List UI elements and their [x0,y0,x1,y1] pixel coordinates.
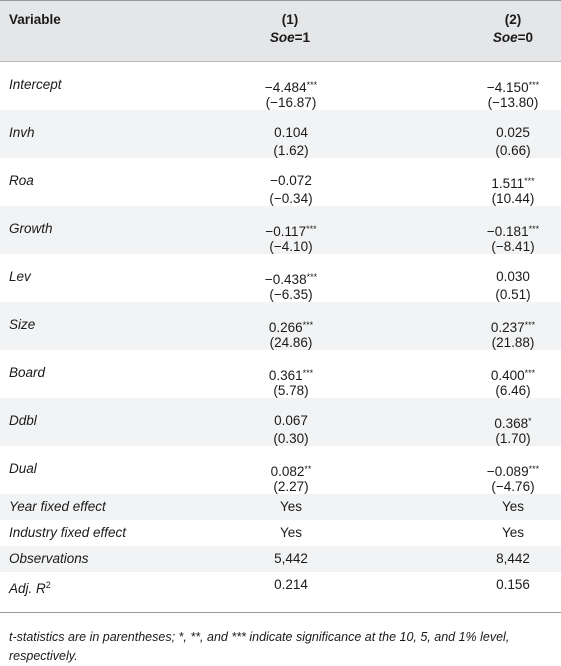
t-statistic-c2: (21.88) [491,335,535,350]
coefficient-c1: −0.438*** [264,272,318,287]
t-statistic-c2: (6.46) [495,383,531,398]
header-variable: Variable [9,12,61,27]
bottom-rule [0,612,561,613]
coefficient-c2: 1.511*** [491,176,535,191]
table-row: Intercept −4.484*** (−16.87) −4.150*** (−13.… [0,62,561,110]
header-column-1-eq: =1 [294,30,311,45]
header-column-2-number: (2) [504,12,522,27]
value-c1: 0.214 [274,577,308,592]
table-row: Year fixed effect Yes Yes [0,494,561,520]
coefficient-c1: 0.104 [274,125,308,140]
value-c1: Yes [279,525,303,540]
value-c2: Yes [501,499,525,514]
row-label: Year fixed effect [9,499,106,514]
t-statistic-c2: (10.44) [491,191,535,206]
row-label: Growth [9,221,53,236]
row-label: Dual [9,461,37,476]
value-c1: Yes [279,499,303,514]
header-column-2-condition: Soe=0 [467,29,559,47]
t-statistic-c2: (0.66) [495,143,531,158]
significance-stars: *** [306,80,318,90]
t-statistic-c1: (−16.87) [265,95,317,110]
t-statistic-c1: (0.30) [273,431,309,446]
table-row: Board 0.361*** (5.78) 0.400*** (6.46) [0,350,561,398]
row-label: Industry fixed effect [9,525,127,540]
table-row: Dual 0.082** (2.27) −0.089*** (−4.76) [0,446,561,494]
significance-stars: *** [524,368,536,378]
table-row: Ddbl 0.067 (0.30) 0.368* (1.70) [0,398,561,446]
significance-stars: *** [306,272,318,282]
significance-stars: *** [302,368,314,378]
t-statistic-c1: (1.62) [273,143,309,158]
significance-stars: *** [528,224,540,234]
table-row: Observations 5,442 8,442 [0,546,561,572]
t-statistic-c2: (0.51) [495,287,531,302]
row-label: Adj. R2 [9,580,51,596]
t-statistic-c2: (1.70) [495,431,531,446]
coefficient-c1: −0.117*** [265,224,317,239]
table-header: Variable (1) Soe=1 (2) Soe=0 [0,0,561,62]
coefficient-c1: 0.082** [270,464,312,479]
header-column-1-condition: Soe=1 [238,29,342,47]
coefficient-c2: 0.030 [496,269,530,284]
header-column-1-var: Soe [269,30,295,45]
t-statistic-c1: (2.27) [273,479,309,494]
coefficient-c1: 0.067 [274,413,308,428]
coefficient-c1: −0.072 [270,173,312,188]
table-row: Size 0.266*** (24.86) 0.237*** (21.88) [0,302,561,350]
significance-stars: *** [524,176,535,186]
row-label: Intercept [9,77,62,92]
value-c2: 0.156 [496,577,530,592]
coefficient-c2: 0.400*** [490,368,536,383]
value-c2: Yes [501,525,525,540]
t-statistic-c1: (−6.35) [269,287,313,302]
superscript: 2 [45,580,51,590]
header-column-2: (2) Soe=0 [467,11,559,47]
row-label: Ddbl [9,413,37,428]
coefficient-c2: 0.368* [494,416,532,431]
t-statistic-c1: (−0.34) [269,191,313,206]
header-column-2-var: Soe [492,30,518,45]
coefficient-c1: 0.266*** [268,320,314,335]
header-column-2-eq: =0 [517,30,534,45]
significance-stars: *** [528,464,540,474]
significance-stars: *** [302,320,314,330]
table-row: Roa −0.072 (−0.34) 1.511*** (10.44) [0,158,561,206]
coefficient-c1: 0.361*** [268,368,314,383]
table-row: Growth −0.117*** (−4.10) −0.181*** (−8.41) [0,206,561,254]
header-column-1: (1) Soe=1 [238,11,342,47]
t-statistic-c1: (5.78) [273,383,309,398]
t-statistic-c2: (−4.76) [491,479,535,494]
table-row: Adj. R2 0.214 0.156 [0,572,561,598]
row-label: Invh [9,125,35,140]
table-row: Lev −0.438*** (−6.35) 0.030 (0.51) [0,254,561,302]
t-statistic-c1: (−4.10) [269,239,313,254]
coefficient-c2: −0.089*** [486,464,540,479]
significance-stars: *** [524,320,536,330]
coefficient-c2: −4.150*** [486,80,540,95]
significance-stars: *** [528,80,540,90]
t-statistic-c1: (24.86) [269,335,313,350]
row-label: Observations [9,551,89,566]
row-label: Roa [9,173,34,188]
significance-stars: * [528,416,532,426]
row-label: Board [9,365,46,380]
table-footnote: t-statistics are in parentheses; *, **, … [9,630,510,663]
t-statistic-c2: (−8.41) [491,239,535,254]
coefficient-c2: 0.237*** [490,320,536,335]
row-label: Lev [9,269,31,284]
coefficient-c1: −4.484*** [264,80,318,95]
header-column-1-number: (1) [281,12,299,27]
significance-stars: ** [304,464,312,474]
significance-stars: *** [306,224,317,234]
value-c1: 5,442 [274,551,308,566]
table-row: Invh 0.104 (1.62) 0.025 (0.66) [0,110,561,158]
coefficient-c2: −0.181*** [486,224,540,239]
t-statistic-c2: (−13.80) [487,95,539,110]
value-c2: 8,442 [496,551,530,566]
row-label: Size [9,317,36,332]
coefficient-c2: 0.025 [496,125,530,140]
table-row: Industry fixed effect Yes Yes [0,520,561,546]
